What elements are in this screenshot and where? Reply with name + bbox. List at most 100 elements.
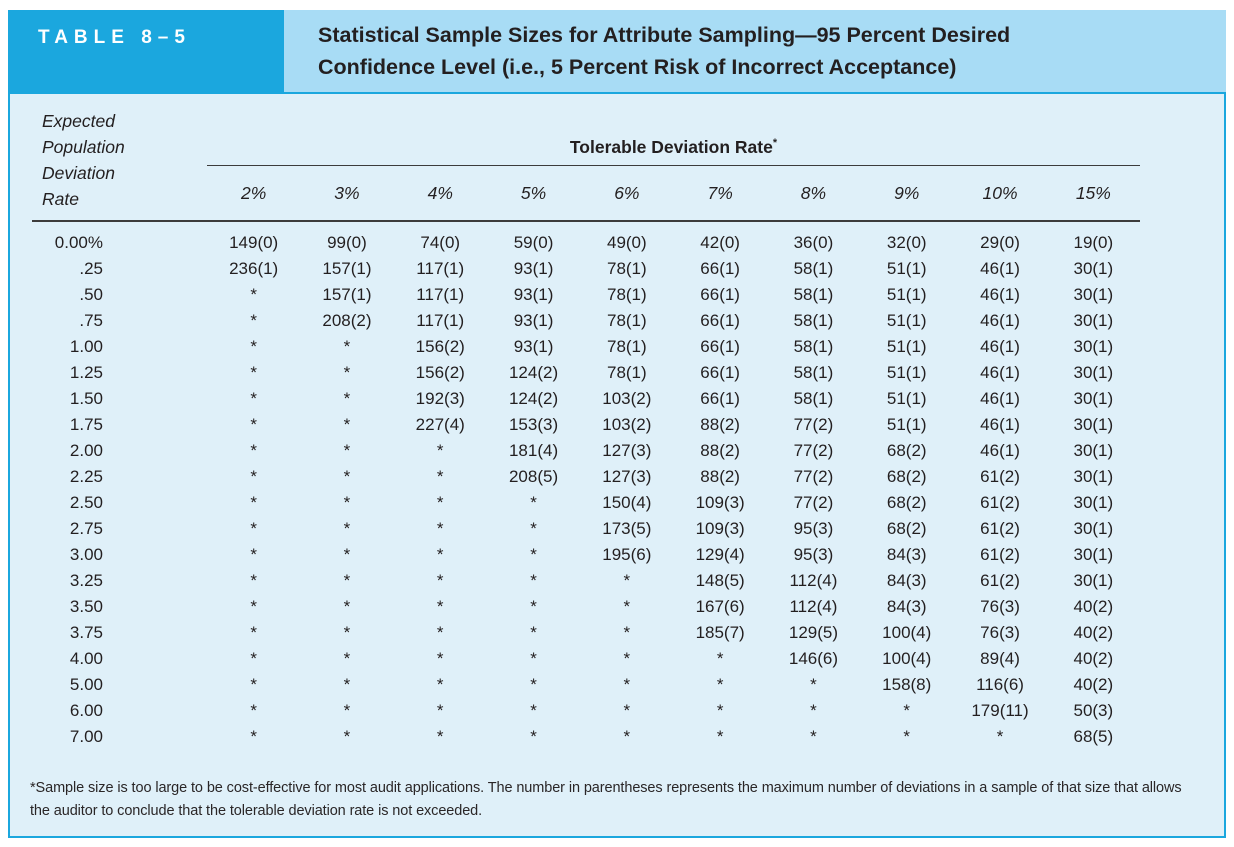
table-cell: 129(4)	[695, 545, 745, 564]
table-cell: 99(0)	[327, 233, 367, 252]
table-cell: 93(1)	[513, 259, 554, 278]
table-cell: *	[530, 675, 537, 694]
table-cell: 124(2)	[508, 389, 559, 408]
table-cell: *	[250, 545, 257, 564]
table-row: .75 * 208(2) 117(1) 93(1) 78(1) 66(1) 58(1) 51(1…	[32, 308, 1140, 334]
row-label: 2.25	[69, 467, 103, 486]
table-cell: 77(2)	[793, 467, 834, 486]
table-cell: 30(1)	[1073, 519, 1114, 538]
table-cell: *	[530, 545, 537, 564]
table-cell: *	[343, 467, 351, 486]
table-cell: *	[343, 623, 351, 642]
table-cell: *	[250, 415, 257, 434]
table-cell: 46(1)	[980, 441, 1020, 460]
table-cell: 157(1)	[322, 285, 372, 304]
table-cell: 30(1)	[1073, 285, 1114, 304]
table-cell: *	[436, 571, 444, 590]
table-cell: *	[530, 519, 537, 538]
table-cell: 78(1)	[606, 311, 647, 330]
table-cell: *	[623, 701, 631, 720]
table-cell: *	[436, 701, 444, 720]
table-cell: 30(1)	[1073, 363, 1114, 382]
table-cell: 51(1)	[886, 337, 927, 356]
table-cell: *	[343, 675, 351, 694]
table-row: 1.50 * * 192(3) 124(2) 103(2) 66(1) 58(1) 51(1) 4…	[32, 386, 1140, 412]
table-cell: *	[343, 701, 351, 720]
table-cell: *	[530, 727, 537, 746]
table-cell: 42(0)	[700, 233, 740, 252]
table-cell: 30(1)	[1073, 337, 1114, 356]
row-label: 3.00	[69, 545, 103, 564]
table-cell: 116(6)	[976, 675, 1024, 694]
table-cell: 93(1)	[513, 311, 554, 330]
table-cell: *	[623, 597, 631, 616]
table-cell: 103(2)	[602, 415, 652, 434]
table-cell: 51(1)	[886, 415, 927, 434]
table-cell: *	[436, 597, 444, 616]
table-cell: *	[716, 649, 724, 668]
table-row: 5.00 * * * * * * * 158(8) 116(6) 40(2)	[32, 672, 1140, 698]
table-row: 0.00% 149(0) 99(0) 74(0) 59(0) 49(0) 42(0) 36(0…	[32, 221, 1140, 256]
table-cell: 40(2)	[1073, 675, 1114, 694]
table-cell: 76(3)	[980, 623, 1020, 642]
table-cell: 148(5)	[695, 571, 745, 590]
table-cell: *	[530, 571, 537, 590]
group-header-asterisk: *	[772, 136, 778, 149]
table-cell: 236(1)	[229, 259, 279, 278]
table-cell: 51(1)	[886, 259, 927, 278]
table-cell: 19(0)	[1073, 233, 1114, 252]
table-row: 7.00 * * * * * * * * * 68(5)	[32, 724, 1140, 750]
table-cell: 181(4)	[508, 441, 559, 460]
table-cell: 68(2)	[886, 493, 927, 512]
table-cell: 66(1)	[700, 285, 740, 304]
table-cell: 68(2)	[886, 519, 927, 538]
table-cell: 129(5)	[788, 623, 838, 642]
table-cell: 68(5)	[1073, 727, 1114, 746]
table-cell: 150(4)	[602, 493, 652, 512]
table-cell: *	[250, 389, 257, 408]
table-cell: *	[623, 675, 631, 694]
table-cell: *	[530, 597, 537, 616]
table-cell: 109(3)	[695, 493, 745, 512]
column-header: 5%	[486, 165, 581, 222]
table-cell: *	[250, 727, 257, 746]
table-cell: 195(6)	[602, 545, 652, 564]
table-cell: *	[903, 727, 911, 746]
table-cell: 78(1)	[606, 337, 647, 356]
table-cell: *	[530, 649, 537, 668]
table-row: 1.00 * * 156(2) 93(1) 78(1) 66(1) 58(1) 51(1) 46(…	[32, 334, 1140, 360]
column-header: 6%	[580, 165, 674, 222]
table-cell: 36(0)	[793, 233, 834, 252]
table-cell: 40(2)	[1073, 623, 1114, 642]
table-panel: Expected Population Deviation Rate Toler…	[8, 92, 1226, 838]
table-cell: *	[250, 311, 257, 330]
table-cell: *	[436, 727, 444, 746]
table-row: 2.75 * * * * 173(5) 109(3) 95(3) 68(2) 61(2) 30(1)	[32, 516, 1140, 542]
table-cell: 153(3)	[508, 415, 559, 434]
table-number-label: TABLE 8–5	[38, 27, 191, 48]
row-label: 6.00	[69, 701, 103, 720]
table-cell: *	[250, 623, 257, 642]
table-cell: 66(1)	[700, 259, 740, 278]
table-cell: *	[810, 727, 817, 746]
table-cell: 89(4)	[980, 649, 1020, 668]
row-label: 3.50	[69, 597, 103, 616]
table-cell: 100(4)	[882, 623, 932, 642]
table-cell: 46(1)	[980, 415, 1020, 434]
table-cell: 77(2)	[793, 441, 834, 460]
table-cell: 95(3)	[793, 545, 834, 564]
table-cell: 30(1)	[1073, 389, 1114, 408]
table-cell: *	[623, 571, 631, 590]
table-cell: 185(7)	[695, 623, 745, 642]
table-cell: 95(3)	[793, 519, 834, 538]
table-cell: *	[343, 649, 351, 668]
row-header-title: Expected Population Deviation Rate	[32, 108, 207, 222]
row-label: .75	[79, 311, 103, 330]
table-cell: 117(1)	[416, 285, 465, 304]
table-cell: *	[250, 493, 257, 512]
row-label: 3.25	[69, 571, 103, 590]
column-header: 2%	[207, 165, 301, 222]
column-header: 3%	[300, 165, 394, 222]
row-label: 3.75	[69, 623, 103, 642]
table-cell: *	[343, 363, 351, 382]
